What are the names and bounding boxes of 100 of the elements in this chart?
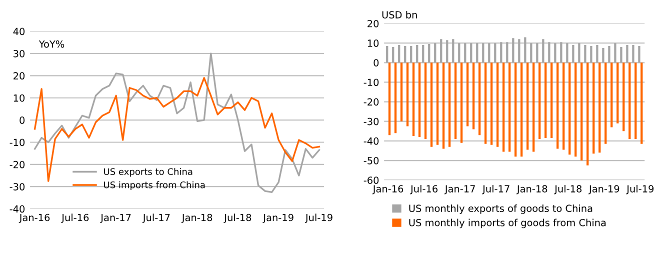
legend-label: US exports to China: [104, 168, 192, 177]
x-tick-label: Jul-17: [482, 184, 510, 194]
bar: [436, 62, 439, 145]
y-tick-label: -10: [364, 78, 379, 86]
bar: [400, 62, 403, 122]
legend-label: US monthly imports of goods from China: [409, 218, 606, 228]
bar: [386, 46, 388, 63]
legend-label: US monthly exports of goods to China: [409, 204, 592, 214]
x-tick-label: Jul-19: [304, 214, 332, 223]
bar: [584, 45, 586, 63]
bar: [524, 37, 526, 63]
y-tick-label: 20: [368, 20, 379, 28]
bar: [394, 62, 397, 134]
bar: [602, 48, 604, 63]
bar: [514, 62, 517, 157]
y-tick-label: -20: [364, 98, 379, 106]
y-tick-label: 10: [14, 94, 25, 102]
bar: [496, 62, 499, 147]
x-tick-label: Jul-18: [224, 214, 252, 223]
bar: [596, 45, 598, 63]
bar: [466, 62, 469, 126]
bar: [428, 44, 430, 63]
bar: [404, 46, 406, 63]
y-axis-title: YoY%: [38, 40, 64, 48]
bar: [632, 45, 634, 63]
bar: [560, 42, 562, 63]
line-series: [34, 77, 320, 182]
bar: [578, 43, 580, 63]
x-tick-label: Jul-18: [554, 184, 582, 194]
x-tick-label: Jul-16: [410, 184, 438, 194]
bar: [592, 62, 595, 154]
bar: [616, 62, 619, 124]
bar: [460, 62, 463, 143]
bar: [550, 62, 553, 138]
bar: [532, 62, 535, 152]
bar: [424, 62, 427, 139]
bar: [446, 40, 448, 63]
bar: [512, 38, 514, 63]
bar: [556, 62, 559, 149]
bar: [622, 62, 625, 132]
bar: [416, 45, 418, 63]
bar: [610, 62, 613, 128]
y-tick-label: -30: [10, 183, 25, 190]
bar: [640, 62, 643, 144]
bar: [506, 42, 508, 63]
bar: [634, 62, 637, 139]
bar: [508, 62, 511, 152]
bar: [526, 62, 529, 150]
x-tick-label: Jul-17: [142, 214, 170, 223]
bar: [502, 62, 505, 152]
bar: [422, 45, 424, 63]
x-tick-label: Jan-17: [444, 185, 475, 194]
bar: [628, 62, 631, 139]
bar: [608, 46, 610, 63]
bar: [494, 43, 496, 63]
x-tick-label: Jan-19: [588, 185, 620, 194]
x-tick-label: Jan-19: [262, 214, 294, 223]
bar: [464, 43, 466, 63]
y-tick-label: -40: [364, 137, 379, 145]
bar: [574, 62, 577, 157]
bar: [434, 43, 436, 63]
bar: [548, 42, 550, 63]
bar: [518, 39, 520, 63]
bar: [406, 62, 409, 126]
x-tick-label: Jan-16: [18, 214, 50, 223]
bar: [476, 43, 478, 63]
bar: [482, 43, 484, 63]
bar: [566, 43, 568, 63]
y-tick-label: -20: [10, 160, 25, 168]
bar: [626, 45, 628, 63]
bar: [638, 46, 640, 63]
x-tick-label: Jul-19: [626, 184, 654, 194]
bar: [484, 62, 487, 144]
bar: [586, 62, 589, 166]
bar: [554, 43, 556, 63]
bar: [418, 62, 421, 138]
bar: [478, 62, 481, 136]
bar: [568, 62, 571, 155]
bar: [412, 62, 415, 136]
y-tick-label: 10: [368, 40, 379, 47]
y-tick-label: 0: [20, 116, 25, 124]
bar: [562, 62, 565, 150]
bar: [398, 45, 400, 63]
x-tick-label: Jan-16: [372, 185, 404, 194]
bar: [530, 43, 532, 63]
bar: [430, 62, 433, 147]
x-tick-label: Jan-18: [181, 214, 212, 223]
bar: [544, 62, 547, 138]
bar: [440, 39, 442, 63]
bar: [538, 62, 541, 139]
bar: [536, 43, 538, 63]
bar: [572, 45, 574, 63]
bar: [392, 46, 394, 63]
bar: [490, 62, 493, 145]
bar: [580, 62, 583, 161]
bar: [388, 62, 391, 136]
bar: [452, 39, 454, 63]
y-tick-label: 40: [13, 28, 25, 36]
bar: [442, 62, 445, 149]
bar: [614, 43, 616, 63]
